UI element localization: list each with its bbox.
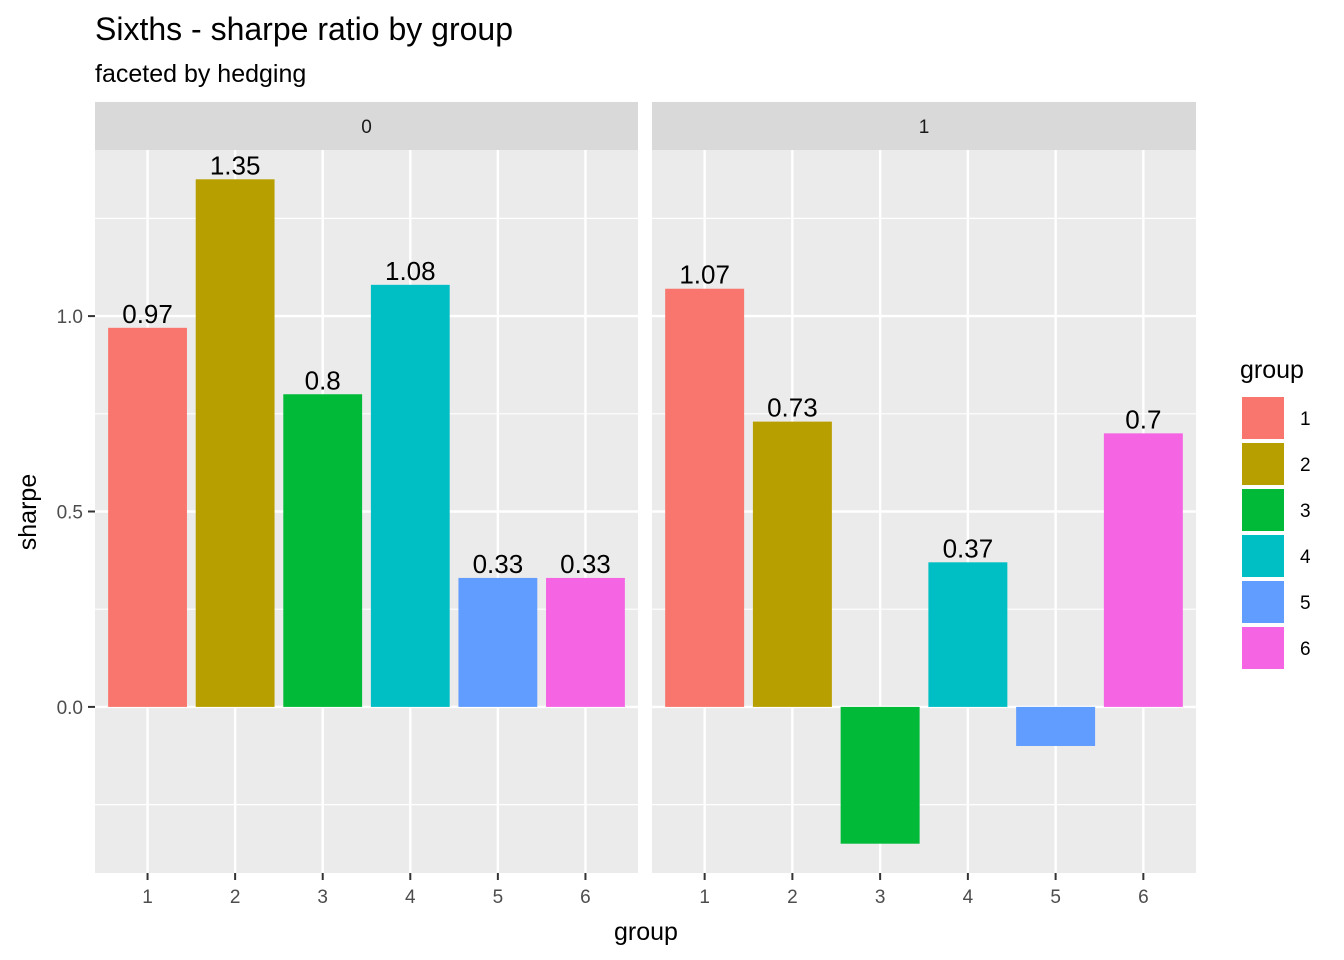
x-tick-label: 1: [142, 887, 153, 908]
legend-key-5: [1242, 581, 1284, 623]
legend-key-4: [1242, 535, 1284, 577]
legend-title: group: [1240, 356, 1304, 384]
legend-label: 6: [1300, 639, 1311, 660]
legend-label: 2: [1300, 455, 1311, 476]
bar-value-label: 0.97: [122, 299, 173, 329]
bar-value-label: 1.35: [210, 150, 261, 180]
x-tick-label: 4: [963, 887, 974, 908]
y-tick-label: 0.5: [57, 503, 83, 524]
bar-group-1: [665, 288, 745, 707]
bar-group-6: [546, 577, 625, 707]
x-tick-label: 4: [405, 887, 416, 908]
bar-value-label: 0.33: [473, 549, 524, 579]
bar-value-label: 0.7: [1125, 404, 1161, 434]
y-axis-title: sharpe: [14, 474, 42, 550]
x-tick-label: 1: [699, 887, 710, 908]
bar-group-5: [1016, 706, 1096, 746]
legend-key-1: [1242, 397, 1284, 439]
x-tick-label: 6: [1138, 887, 1149, 908]
legend-label: 1: [1300, 409, 1311, 430]
bar-group-1: [108, 327, 187, 707]
y-axis: 0.0 0.5 1.0: [57, 307, 95, 719]
legend-label: 3: [1300, 501, 1311, 522]
chart-subtitle: faceted by hedging: [95, 60, 306, 88]
bar-group-4: [370, 284, 450, 707]
x-tick-label: 3: [317, 887, 328, 908]
facet-strip: [652, 102, 1196, 150]
bar-value-label: 1.08: [385, 256, 436, 286]
x-tick-label: 5: [1050, 887, 1061, 908]
bar-value-label: 1.07: [679, 260, 730, 290]
x-tick-label: 2: [787, 887, 798, 908]
bar-value-label: 0.37: [943, 533, 994, 563]
bar-group-3: [840, 706, 920, 844]
facet-strip-label: 0: [361, 117, 372, 138]
x-tick-label: 2: [230, 887, 241, 908]
bar-group-6: [1103, 433, 1183, 707]
x-axis-title: group: [614, 918, 678, 946]
x-tick-label: 3: [875, 887, 886, 908]
x-tick-label: 6: [580, 887, 591, 908]
y-tick-label: 0.0: [57, 698, 83, 719]
y-tick-label: 1.0: [57, 307, 83, 328]
x-tick-label: 5: [493, 887, 504, 908]
legend-key-3: [1242, 489, 1284, 531]
facet-strip-label: 1: [919, 117, 930, 138]
legend: group 1 2 3 4 5 6: [1240, 356, 1311, 669]
bar-value-label: 0.8: [305, 365, 341, 395]
legend-label: 5: [1300, 593, 1311, 614]
legend-label: 4: [1300, 547, 1311, 568]
facet-panel-0: 0 0.97 1.35 0.8 1.08 0.33 0.33 1 2 3 4 5 6: [95, 102, 638, 908]
bar-group-2: [752, 421, 832, 707]
facet-panel-1: 1 1.07 0.73 0.37 0.7 1 2 3 4 5 6: [652, 102, 1196, 908]
bar-value-label: 0.33: [560, 549, 611, 579]
facet-strip: [95, 102, 638, 150]
bar-group-4: [928, 562, 1008, 707]
bar-value-label: 0.73: [767, 393, 818, 423]
bar-group-5: [458, 577, 538, 707]
legend-key-6: [1242, 627, 1284, 669]
legend-key-2: [1242, 443, 1284, 485]
bar-group-3: [283, 394, 363, 707]
chart-title: Sixths - sharpe ratio by group: [95, 11, 513, 47]
bar-group-2: [195, 179, 275, 707]
facets: 00.971.350.81.080.33 0.331 2 3 4 5 611.070.730…: [57, 102, 1196, 908]
